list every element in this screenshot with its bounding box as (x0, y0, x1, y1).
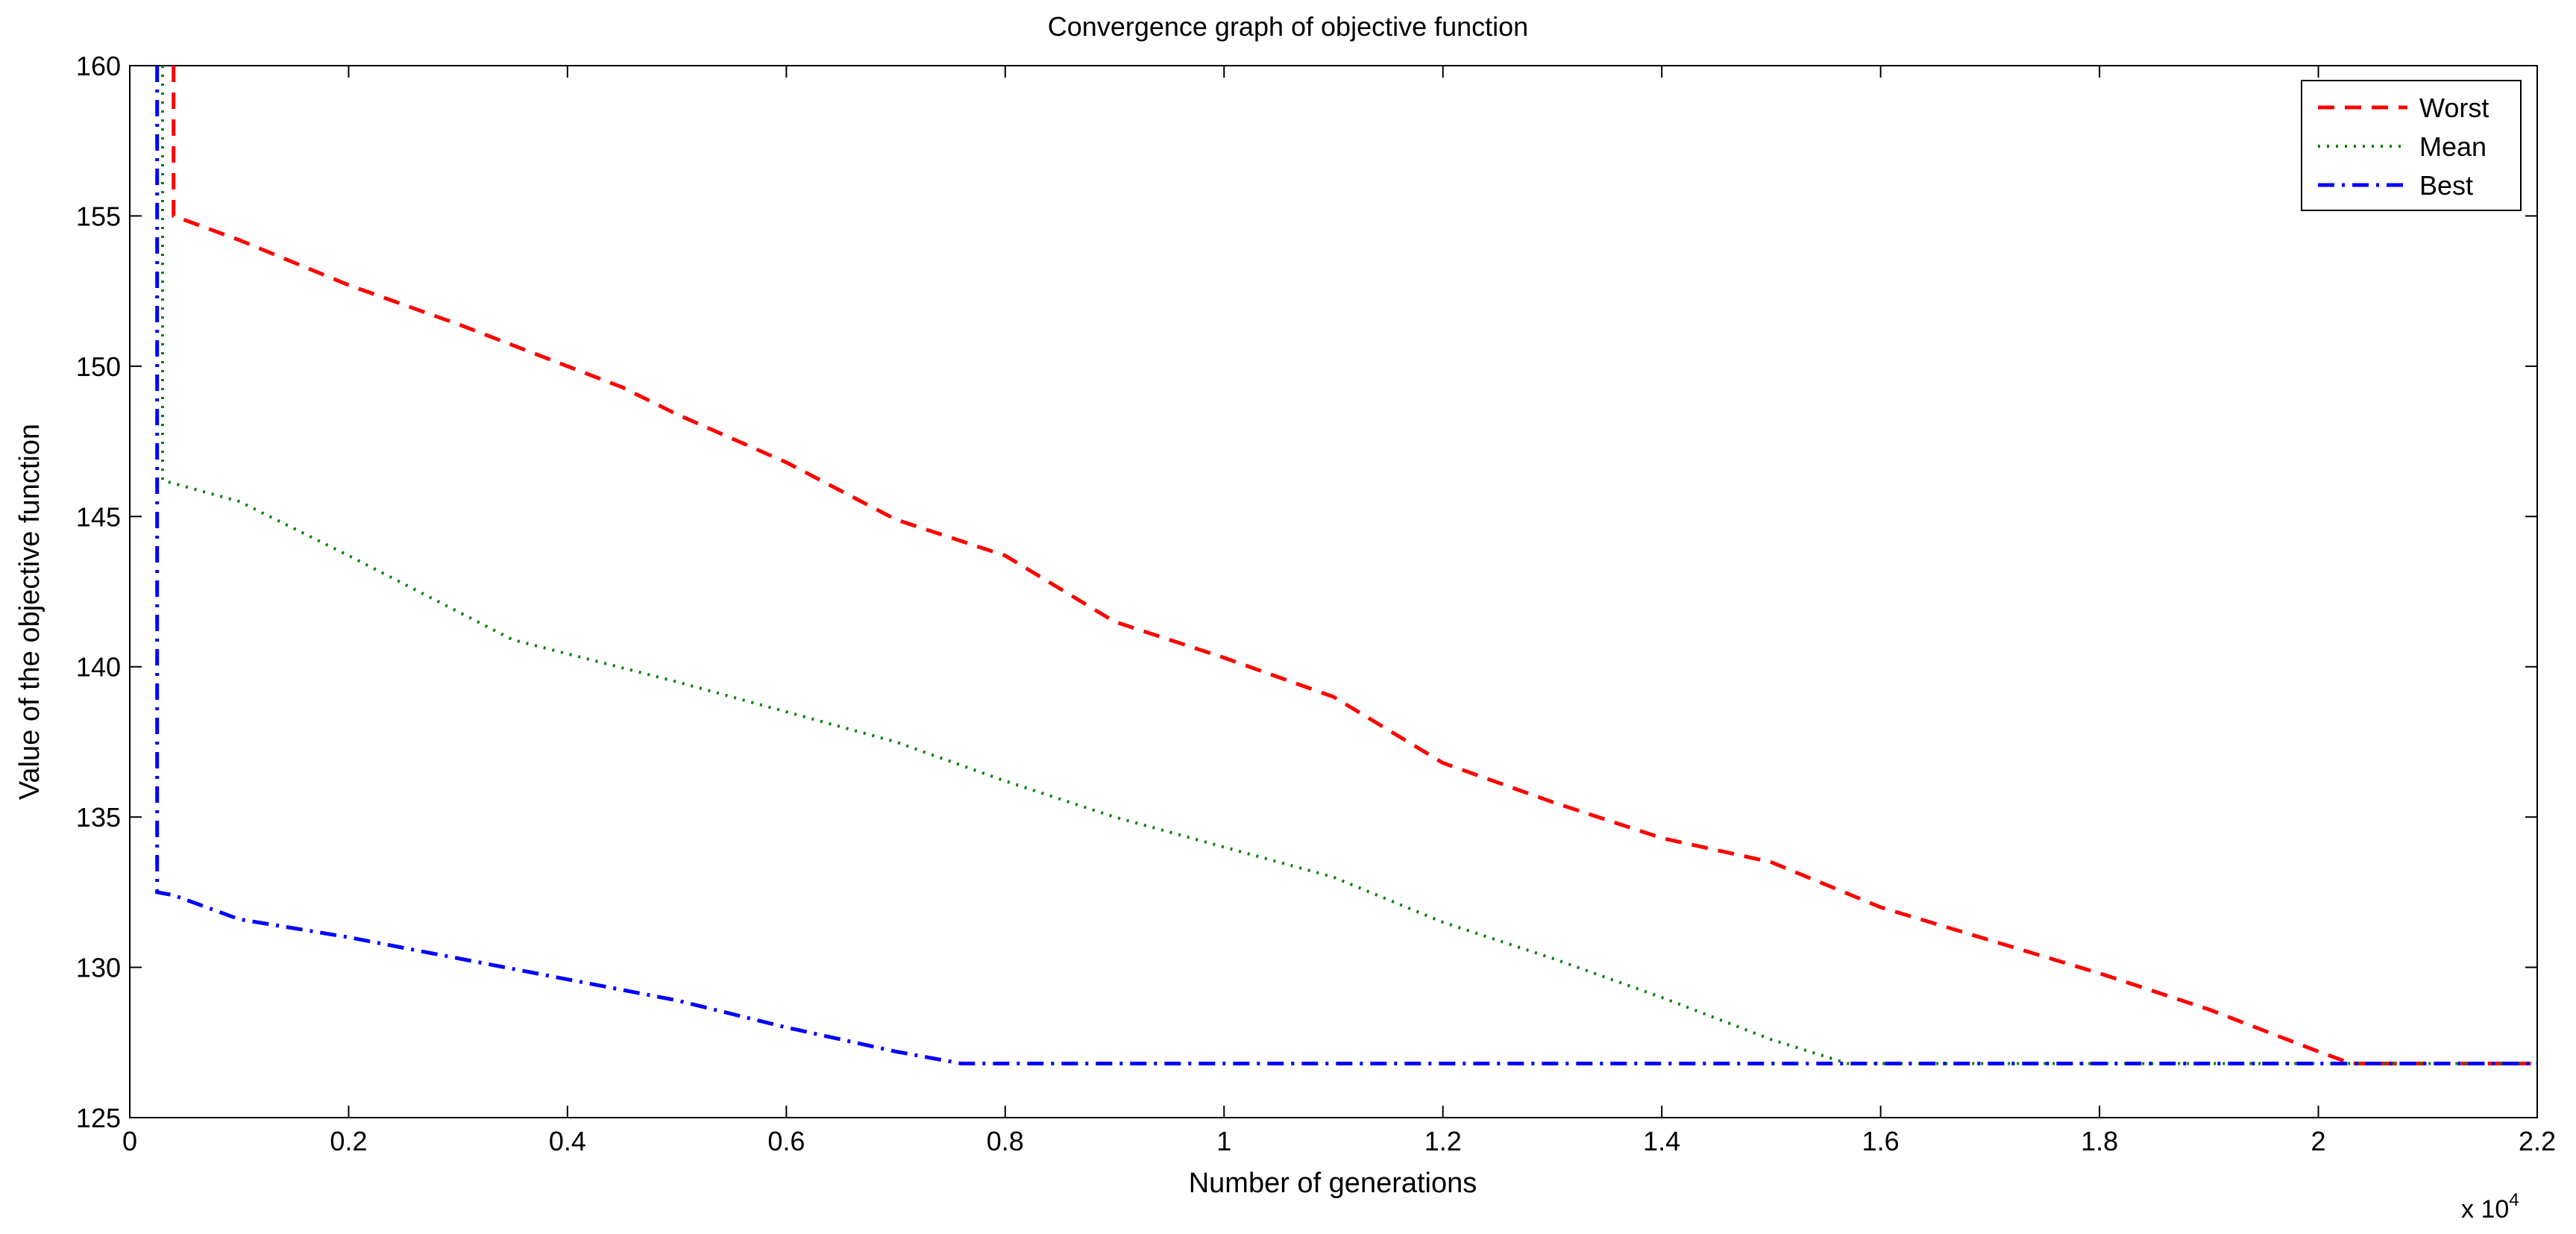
x-tick-label: 2.2 (2519, 1126, 2556, 1156)
x-tick-label: 0.6 (767, 1126, 805, 1156)
y-tick-label: 135 (76, 802, 121, 833)
x-axis-label: Number of generations (1189, 1168, 1477, 1199)
y-tick-label: 145 (76, 501, 121, 532)
y-tick-label: 125 (76, 1103, 121, 1133)
x-tick-label: 0.4 (549, 1126, 586, 1156)
x-tick-label: 1.4 (1643, 1126, 1680, 1156)
series-layer (155, 66, 2537, 1065)
series-line-worst (172, 66, 2537, 1065)
x-axis-exponent-base: x 10 (2461, 1195, 2509, 1224)
plot-frame (129, 65, 2538, 1118)
y-tick-label: 150 (76, 351, 121, 382)
x-tick-label: 1 (1216, 1126, 1231, 1156)
x-tick-label: 0.2 (330, 1126, 367, 1156)
y-tick-label: 155 (76, 201, 121, 231)
x-tick-label: 1.2 (1424, 1126, 1462, 1156)
x-tick-label: 0.8 (987, 1126, 1024, 1156)
x-tick-label: 1.8 (2081, 1126, 2118, 1156)
y-tick-label: 160 (76, 51, 121, 81)
series-line-best (155, 66, 2537, 1065)
plot-area (129, 65, 2538, 1118)
legend-label-mean: Mean (2419, 131, 2487, 162)
legend-label-worst: Worst (2419, 93, 2489, 123)
x-axis: 0 0.2 0.4 0.6 0.8 1 1.2 1.4 1.6 1.8 2 2.2 (122, 66, 2556, 1156)
x-axis-exponent-power: 4 (2509, 1190, 2519, 1210)
x-tick-label: 1.6 (1862, 1126, 1900, 1156)
y-tick-label: 140 (76, 652, 121, 683)
legend: Worst Mean Best (2301, 80, 2522, 211)
chart-title: Convergence graph of objective function (1048, 11, 1528, 42)
x-tick-label: 2 (2311, 1126, 2326, 1156)
y-axis-label: Value of the objective function (14, 424, 45, 800)
legend-label-best: Best (2419, 170, 2473, 201)
series-line-mean (161, 66, 2537, 1065)
x-axis-exponent: x 104 (2461, 1190, 2519, 1224)
y-axis: 125 130 135 140 145 150 155 160 (76, 51, 2537, 1133)
x-tick-label: 0 (122, 1126, 137, 1156)
y-tick-label: 130 (76, 953, 121, 983)
